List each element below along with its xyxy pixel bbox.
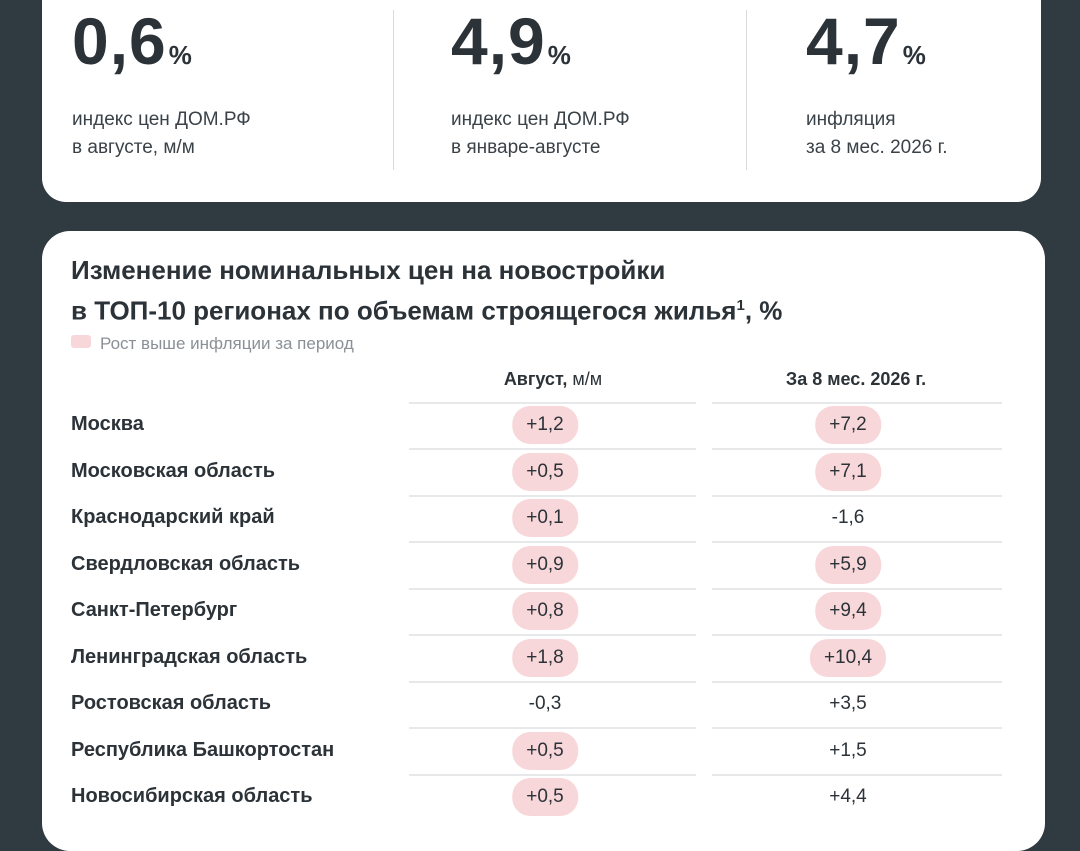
august-value: +0,9 bbox=[512, 545, 578, 584]
stat-unit: % bbox=[547, 40, 571, 70]
region-name: Республика Башкортостан bbox=[71, 738, 335, 761]
ytd-value: +3,5 bbox=[829, 693, 867, 714]
ytd-value: +7,2 bbox=[815, 406, 881, 444]
row-divider bbox=[409, 541, 696, 543]
row-divider bbox=[409, 727, 696, 729]
table-title: Изменение номинальных цен на новостройки… bbox=[71, 253, 782, 329]
stat-value: 4,9 bbox=[451, 4, 546, 78]
ytd-value: +1,5 bbox=[829, 739, 867, 761]
row-divider bbox=[712, 494, 1002, 497]
stat-desc-line: в январе-августе bbox=[451, 137, 601, 158]
region-name: Ленинградская область bbox=[71, 645, 308, 668]
region-name: Московская область bbox=[71, 459, 276, 482]
header-rule bbox=[409, 402, 696, 404]
legend-swatch bbox=[71, 335, 91, 348]
ytd-value: +9,4 bbox=[815, 592, 881, 630]
summary-card: 0,6% индекс цен ДОМ.РФ в августе, м/м 4,… bbox=[42, 0, 1041, 202]
region-name: Москва bbox=[71, 413, 144, 435]
column-header-august: Август, м/м bbox=[504, 369, 602, 390]
august-value: +0,5 bbox=[512, 778, 578, 816]
row-divider bbox=[409, 680, 696, 683]
row-divider bbox=[409, 634, 696, 636]
row-divider bbox=[712, 634, 1002, 636]
ytd-value: +5,9 bbox=[815, 545, 881, 584]
ytd-value: +7,1 bbox=[815, 452, 881, 491]
row-divider bbox=[409, 587, 696, 590]
stat-unit: % bbox=[168, 40, 192, 70]
row-divider bbox=[712, 727, 1002, 729]
stat-description: индекс цен ДОМ.РФ в августе, м/м bbox=[72, 106, 251, 162]
august-value: +0,8 bbox=[512, 592, 578, 630]
column-header-text: Август, bbox=[503, 369, 568, 389]
regions-table-card: Изменение номинальных цен на новостройки… bbox=[42, 231, 1045, 851]
column-header-ytd: За 8 мес. 2026 г. bbox=[785, 369, 927, 389]
row-divider bbox=[712, 680, 1002, 683]
stat-desc-line: индекс цен ДОМ.РФ bbox=[72, 109, 251, 130]
title-text: в ТОП-10 регионах по объемам строящегося… bbox=[71, 295, 737, 326]
vertical-divider bbox=[393, 10, 394, 170]
title-line-2: в ТОП-10 регионах по объемам строящегося… bbox=[71, 288, 782, 329]
stat-value: 0,6 bbox=[72, 4, 167, 78]
vertical-divider bbox=[746, 10, 747, 170]
row-divider bbox=[712, 587, 1002, 590]
row-divider bbox=[409, 773, 696, 776]
row-divider bbox=[712, 541, 1002, 543]
title-line: Изменение номинальных цен на новостройки bbox=[71, 255, 666, 285]
august-value: +0,1 bbox=[512, 499, 578, 537]
stat-desc-line: инфляция bbox=[806, 109, 896, 130]
legend: Рост выше инфляции за период bbox=[71, 334, 354, 354]
ytd-value: +4,4 bbox=[829, 786, 867, 807]
region-name: Новосибирская область bbox=[71, 785, 313, 807]
row-divider bbox=[712, 448, 1002, 450]
region-name: Ростовская область bbox=[71, 692, 272, 714]
row-divider bbox=[409, 494, 696, 497]
august-value: +0,5 bbox=[512, 731, 578, 770]
stat-unit: % bbox=[902, 40, 926, 70]
august-value: +0,5 bbox=[512, 452, 578, 491]
region-name: Санкт-Петербург bbox=[71, 599, 238, 621]
august-value: -0,3 bbox=[528, 693, 562, 714]
legend-label: Рост выше инфляции за период bbox=[100, 334, 354, 353]
row-divider bbox=[409, 448, 696, 450]
stat-description: индекс цен ДОМ.РФ в январе-августе bbox=[451, 106, 630, 162]
august-value: +1,8 bbox=[512, 638, 578, 677]
august-value: +1,2 bbox=[512, 406, 578, 444]
title-footnote: 1 bbox=[736, 297, 745, 314]
stat-desc-line: индекс цен ДОМ.РФ bbox=[451, 109, 630, 130]
stat-inflation: 4,7% инфляция за 8 мес. 2026 г. bbox=[806, 8, 948, 158]
row-divider bbox=[712, 773, 1002, 776]
stat-description: инфляция за 8 мес. 2026 г. bbox=[806, 106, 948, 162]
region-name: Свердловская область bbox=[71, 552, 301, 575]
title-suffix: , % bbox=[744, 295, 783, 326]
column-header-unit: м/м bbox=[567, 369, 603, 389]
region-name: Краснодарский край bbox=[71, 506, 275, 528]
stat-value: 4,7 bbox=[806, 4, 901, 78]
ytd-value: -1,6 bbox=[831, 507, 865, 528]
header-rule bbox=[712, 402, 1002, 404]
stat-desc-line: за 8 мес. 2026 г. bbox=[806, 137, 948, 158]
ytd-value: +10,4 bbox=[809, 638, 887, 677]
stat-desc-line: в августе, м/м bbox=[72, 137, 195, 158]
stat-august-index: 0,6% индекс цен ДОМ.РФ в августе, м/м bbox=[72, 8, 251, 158]
stat-ytd-index: 4,9% индекс цен ДОМ.РФ в январе-августе bbox=[451, 8, 630, 158]
